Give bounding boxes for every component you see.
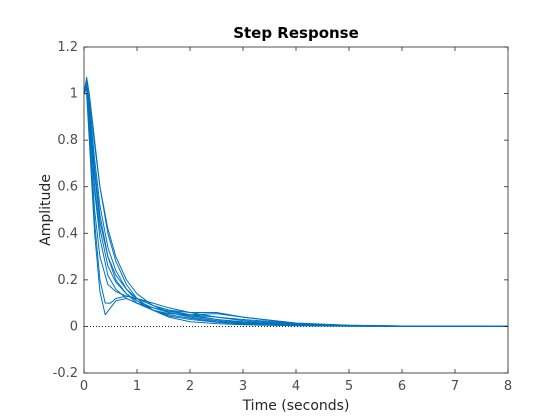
y-tick-label: 0.6 xyxy=(57,180,78,195)
y-tick-label: 1 xyxy=(70,87,78,102)
chart-title: Step Response xyxy=(233,24,359,42)
series-line-6 xyxy=(83,83,509,327)
plot-area xyxy=(84,47,508,373)
x-tick-label: 3 xyxy=(239,379,247,394)
x-tick-label: 8 xyxy=(504,379,512,394)
y-tick-label: 0 xyxy=(70,319,78,334)
y-axis-label: Amplitude xyxy=(38,174,54,246)
series-group xyxy=(83,76,509,327)
x-tick-label: 4 xyxy=(292,379,300,394)
x-tick-label: 2 xyxy=(186,379,194,394)
y-tick-label: -0.2 xyxy=(53,366,78,381)
y-tick-label: 1.2 xyxy=(57,40,78,55)
series-line-10 xyxy=(83,88,509,327)
y-tick-label: 0.4 xyxy=(57,226,78,241)
y-axis-ticks: -0.2 0 0.2 0.4 0.6 0.8 1 1.2 xyxy=(53,40,508,381)
x-tick-label: 5 xyxy=(345,379,353,394)
x-tick-label: 7 xyxy=(451,379,459,394)
x-tick-label: 0 xyxy=(80,379,88,394)
x-tick-label: 1 xyxy=(133,379,141,394)
x-axis-ticks: 0 1 2 3 4 5 6 7 8 xyxy=(80,47,512,394)
series-line-9 xyxy=(83,81,508,327)
x-axis-label: Time (seconds) xyxy=(242,398,350,414)
y-tick-label: 0.2 xyxy=(57,273,78,288)
y-tick-label: 0.8 xyxy=(57,133,78,148)
x-tick-label: 6 xyxy=(398,379,406,394)
